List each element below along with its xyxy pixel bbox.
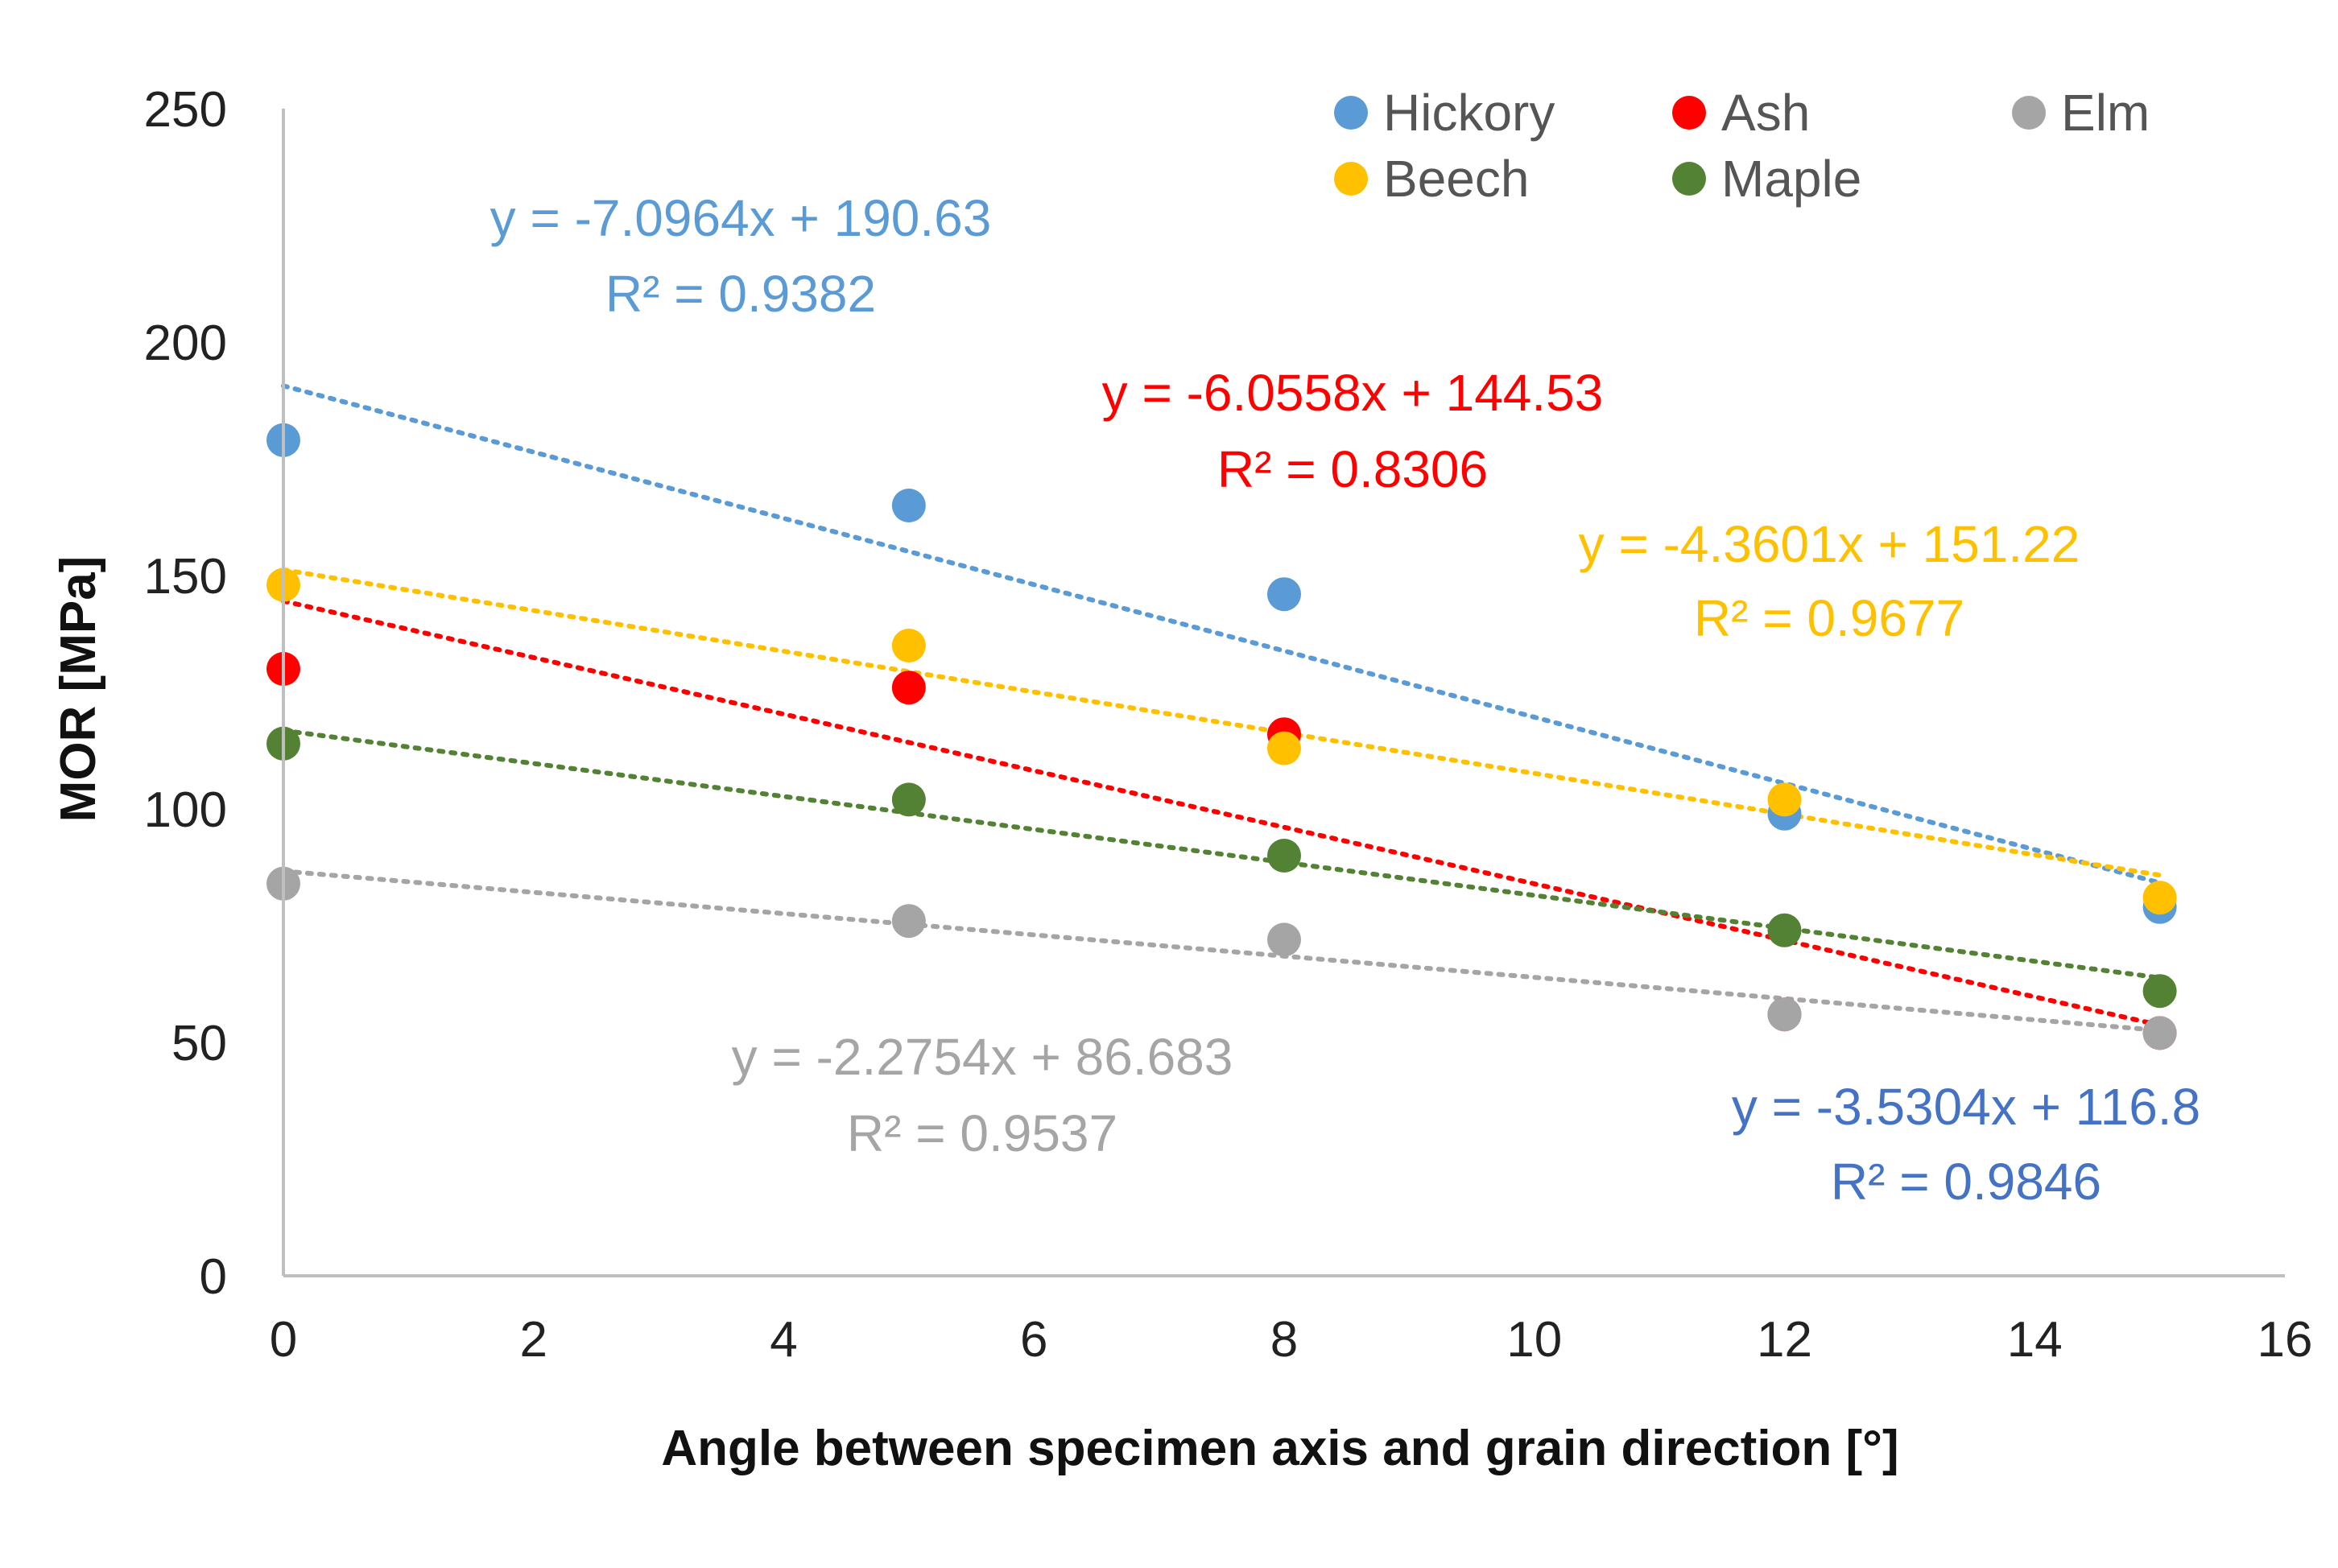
point-beech <box>2142 881 2177 915</box>
trendline-r2-maple: R² = 0.9846 <box>1831 1153 2101 1211</box>
trendline-r2-elm: R² = 0.9537 <box>847 1104 1117 1162</box>
trendline-r2-beech: R² = 0.9677 <box>1694 589 1964 647</box>
point-maple <box>1767 913 1802 947</box>
point-elm <box>891 904 926 939</box>
point-beech <box>891 629 926 662</box>
legend-marker-maple <box>1672 162 1706 196</box>
point-beech <box>1767 782 1802 817</box>
trendline-equation-maple: y = -3.5304x + 116.8 <box>1732 1078 2200 1136</box>
y-axis-title: MOR [MPa] <box>51 556 106 823</box>
legend-label-ash: Ash <box>1721 84 1810 142</box>
y-tick-label: 200 <box>144 316 227 371</box>
x-tick-label: 6 <box>1020 1312 1047 1368</box>
point-maple <box>891 782 926 817</box>
legend-label-hickory: Hickory <box>1383 84 1555 142</box>
legend: Hickory Ash Elm Beech Maple <box>1334 84 2150 208</box>
legend-marker-beech <box>1334 162 1368 196</box>
trendline-equation-hickory: y = -7.0964x + 190.63 <box>490 189 992 247</box>
legend-marker-elm <box>2012 96 2046 130</box>
trendline-ash <box>281 598 2162 1028</box>
y-tick-label: 100 <box>144 782 227 838</box>
y-tick-label: 250 <box>144 82 227 138</box>
legend-label-beech: Beech <box>1383 150 1529 208</box>
legend-label-maple: Maple <box>1721 150 1861 208</box>
trendline-elm <box>281 869 2162 1034</box>
trendline-equation-ash: y = -6.0558x + 144.53 <box>1102 364 1604 422</box>
x-axis-title: Angle between specimen axis and grain di… <box>661 1421 1898 1476</box>
trendline-r2-hickory: R² = 0.9382 <box>605 265 876 323</box>
trendline-hickory <box>281 383 2162 885</box>
trendline-r2-ash: R² = 0.8306 <box>1217 440 1488 498</box>
trendline-equations: y = -7.0964x + 190.63 R² = 0.9382 y = -6.0… <box>490 189 2201 1211</box>
point-maple <box>2142 974 2177 1009</box>
y-axis-ticks: 0 50 100 150 200 250 <box>144 82 227 1305</box>
legend-marker-hickory <box>1334 96 1368 130</box>
x-tick-label: 14 <box>2007 1312 2063 1368</box>
x-tick-label: 12 <box>1757 1312 1812 1368</box>
point-hickory <box>1267 577 1301 612</box>
data-points <box>266 423 2177 1050</box>
point-elm <box>1767 997 1802 1032</box>
y-tick-label: 0 <box>200 1249 227 1305</box>
x-axis-ticks: 0 2 4 6 8 10 12 14 16 <box>270 1312 2313 1368</box>
trendline-equation-elm: y = -2.2754x + 86.683 <box>732 1028 1233 1086</box>
x-tick-label: 8 <box>1270 1312 1298 1368</box>
point-elm <box>1267 922 1301 957</box>
x-tick-label: 4 <box>770 1312 797 1368</box>
y-tick-label: 50 <box>171 1016 227 1071</box>
x-tick-label: 0 <box>270 1312 297 1368</box>
trendline-maple <box>281 728 2162 980</box>
x-tick-label: 2 <box>520 1312 547 1368</box>
trendline-equation-beech: y = -4.3601x + 151.22 <box>1579 515 2080 573</box>
point-ash <box>891 671 926 705</box>
x-tick-label: 16 <box>2257 1312 2313 1368</box>
trendline-beech <box>281 567 2162 878</box>
point-hickory <box>891 489 926 522</box>
point-maple <box>1267 839 1301 873</box>
point-beech <box>1267 731 1301 765</box>
legend-marker-ash <box>1672 96 1706 130</box>
point-elm <box>2142 1016 2177 1050</box>
trendlines <box>281 383 2162 1034</box>
y-tick-label: 150 <box>144 549 227 605</box>
legend-label-elm: Elm <box>2061 84 2150 142</box>
x-tick-label: 10 <box>1506 1312 1562 1368</box>
